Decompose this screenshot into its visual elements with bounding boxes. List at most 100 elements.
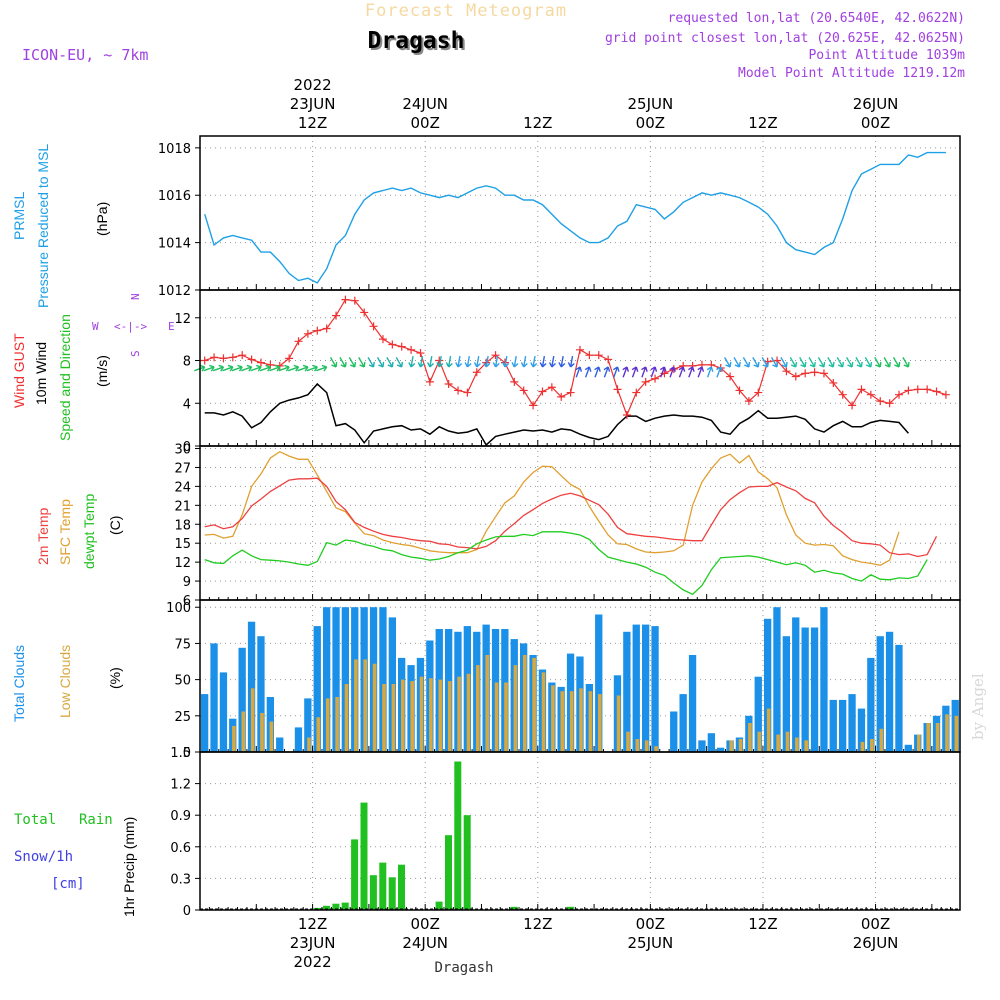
gust-marker: [341, 295, 350, 304]
gust-marker: [210, 353, 219, 362]
gust-marker: [256, 358, 265, 367]
rain-bar: [388, 877, 396, 910]
bottom-time-label: 2022: [293, 953, 331, 971]
arrow-shape: [799, 357, 807, 368]
total-cloud-bar: [754, 676, 762, 752]
low-cloud-bar: [391, 684, 396, 752]
low-cloud-bar: [654, 746, 658, 752]
arrow-shape: [827, 357, 835, 368]
wind-direction-arrow: [417, 355, 425, 368]
low-cloud-bar: [879, 728, 884, 752]
low-cloud-bar: [954, 715, 959, 752]
arrow-shape: [426, 355, 435, 368]
arrow-shape: [883, 357, 891, 368]
gust-marker: [604, 355, 613, 364]
gust-marker: [303, 329, 312, 338]
arrow-shape: [408, 355, 416, 368]
gust-marker: [285, 354, 294, 363]
low-cloud-bar: [598, 694, 602, 752]
wind-direction-arrow: [492, 355, 500, 368]
total-cloud-bar: [839, 699, 847, 752]
total-cloud-bar: [764, 618, 772, 752]
arrow-shape: [530, 355, 538, 368]
low-cloud-bar: [372, 663, 377, 752]
gust-marker: [754, 388, 763, 397]
low-cloud-bar: [513, 665, 518, 752]
compass-arrows: <-|->: [114, 320, 147, 333]
ytick-label: 12: [174, 312, 191, 327]
wind-direction-arrow: [612, 366, 620, 378]
wind-direction-arrow: [836, 357, 845, 368]
gust-marker: [904, 386, 913, 395]
temp2m-line: [204, 477, 938, 558]
wind-direction-arrow: [752, 357, 760, 368]
ytick-label: 25: [174, 710, 191, 725]
total-cloud-bar: [323, 607, 331, 752]
rain-bar: [332, 903, 340, 910]
rain-label: Rain: [79, 812, 113, 828]
arrow-shape: [473, 355, 481, 368]
wind-direction-arrow: [212, 364, 225, 372]
data-layer: [194, 151, 960, 910]
gust-marker: [454, 386, 463, 395]
top-time-label: 00Z: [636, 114, 665, 132]
gust-label: Wind GUST: [11, 333, 27, 408]
arrow-shape: [584, 366, 592, 378]
total-cloud-bar: [885, 631, 894, 752]
top-time-label: 26JUN: [853, 95, 899, 113]
ytick-label: 12: [174, 556, 191, 571]
arrow-shape: [241, 364, 253, 372]
arrow-shape: [386, 357, 394, 368]
model-altitude: Model Point Altitude 1219.12m: [738, 66, 965, 81]
total-cloud-bar: [632, 624, 640, 752]
ytick-label: 15: [174, 537, 191, 552]
wind-direction-arrow: [603, 366, 611, 378]
ytick-label: 0: [183, 904, 191, 919]
wind-direction-arrow: [594, 366, 601, 378]
total-cloud-bar: [642, 624, 650, 752]
rain-bar: [351, 839, 359, 910]
arrow-shape: [752, 357, 760, 368]
wind-direction-arrow: [688, 366, 695, 378]
wind-direction-arrow: [845, 357, 854, 368]
gust-marker: [332, 311, 341, 320]
gust-marker: [632, 388, 641, 397]
wind-direction-arrow: [426, 355, 435, 368]
arrow-shape: [455, 355, 463, 368]
gust-marker: [923, 385, 932, 394]
wind-direction-arrow: [697, 366, 705, 378]
arrow-shape: [874, 357, 882, 368]
low-cloud-bar: [870, 739, 874, 752]
low-cloud-bar: [410, 681, 414, 752]
gust-marker: [801, 369, 810, 378]
low-cloud-bar: [438, 679, 443, 752]
total-cloud-bar: [670, 711, 678, 752]
panel-frame: [199, 751, 961, 911]
wind-direction-arrow: [203, 364, 215, 372]
bottom-time-label: 00Z: [410, 915, 439, 933]
arrow-shape: [395, 357, 404, 368]
wind-direction-arrow: [575, 366, 583, 378]
ytick-label: 0: [183, 746, 191, 761]
arrow-shape: [724, 357, 732, 368]
gust-marker: [510, 377, 519, 386]
wind-direction-arrow: [827, 357, 835, 368]
gust-marker: [613, 385, 622, 394]
arrow-shape: [278, 364, 290, 372]
arrow-shape: [306, 364, 318, 372]
rain-bar: [510, 906, 518, 910]
low-cloud-bar: [757, 731, 762, 752]
gust-marker: [360, 308, 369, 317]
arrow-shape: [650, 366, 658, 378]
gust-marker: [876, 397, 885, 406]
panel-frame: [199, 135, 961, 291]
gust-marker: [735, 386, 744, 395]
total-cloud-bar: [904, 744, 912, 752]
wind-direction-arrow: [780, 357, 788, 368]
dewpoint-line: [204, 531, 928, 596]
prmsl-label: PRMSL: [11, 192, 27, 240]
ytick-label: 0: [183, 440, 191, 455]
low-cloud-bar: [926, 723, 930, 752]
low-cloud-bar: [945, 714, 949, 752]
wind-direction-arrow: [724, 357, 732, 368]
